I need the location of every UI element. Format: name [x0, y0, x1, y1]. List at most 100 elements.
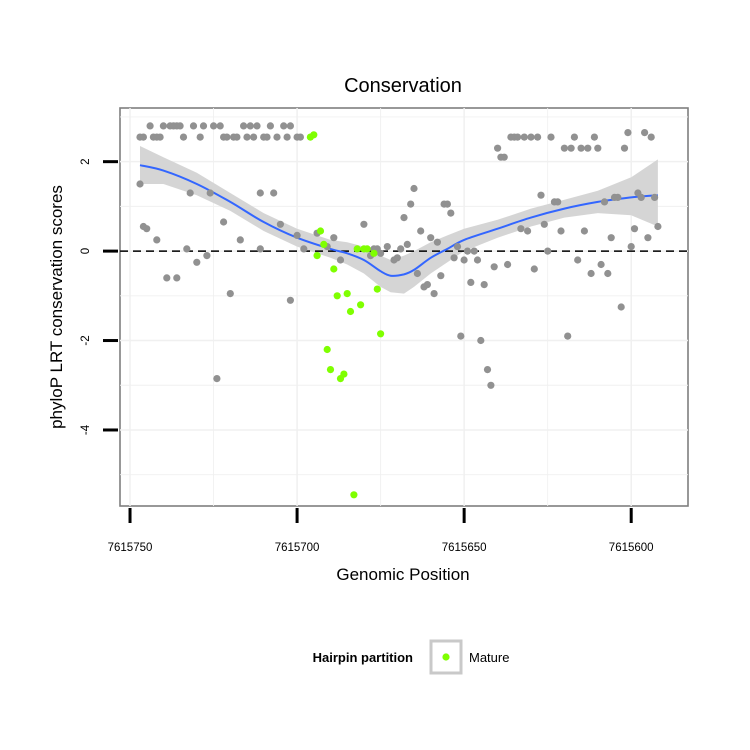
data-point-other: [163, 274, 171, 282]
data-point-mature: [323, 345, 331, 354]
data-point-other: [256, 245, 264, 253]
data-point-other: [139, 133, 147, 141]
data-point-other: [537, 191, 545, 199]
data-point-other: [276, 220, 284, 228]
data-point-other: [253, 122, 261, 130]
data-point-other: [336, 256, 345, 264]
data-point-other: [203, 252, 211, 260]
data-point-other: [570, 133, 579, 141]
data-point-other: [179, 133, 188, 141]
data-point-other: [216, 122, 224, 130]
y-tick-label: -2: [80, 335, 92, 345]
data-point-other: [607, 234, 615, 242]
data-point-other: [500, 153, 508, 161]
data-point-other: [584, 144, 592, 152]
chart-title: Conservation: [344, 75, 462, 97]
data-point-other: [647, 133, 655, 141]
confidence-band-area: [140, 146, 658, 294]
data-point-other: [554, 198, 562, 206]
data-point-other: [173, 274, 181, 282]
data-point-other: [263, 133, 271, 141]
data-point-other: [266, 122, 274, 130]
data-point-other: [156, 133, 164, 141]
data-point-other: [213, 375, 221, 383]
data-points: [136, 122, 662, 499]
legend-key-mature-dot: [442, 653, 450, 661]
data-point-other: [594, 144, 602, 152]
data-point-mature: [313, 252, 321, 260]
data-point-other: [644, 234, 652, 242]
data-point-other: [250, 133, 258, 141]
data-point-mature: [326, 366, 335, 374]
data-point-other: [256, 189, 264, 197]
data-point-other: [557, 227, 565, 235]
data-point-other: [600, 198, 609, 206]
data-point-other: [330, 234, 338, 242]
data-point-other: [637, 193, 645, 201]
data-point-other: [534, 133, 542, 141]
data-point-other: [580, 227, 589, 235]
data-point-other: [377, 249, 385, 257]
data-point-other: [280, 122, 288, 130]
data-point-other: [417, 227, 425, 235]
data-point-other: [437, 272, 445, 280]
data-point-other: [520, 133, 528, 141]
data-point-other: [383, 243, 391, 251]
data-point-other: [210, 122, 218, 130]
data-point-other: [226, 290, 234, 298]
data-point-other: [457, 332, 465, 340]
data-point-other: [487, 381, 495, 389]
data-point-mature: [343, 290, 351, 298]
data-point-other: [400, 214, 408, 222]
data-point-other: [641, 129, 649, 137]
data-point-other: [530, 265, 538, 273]
data-point-other: [189, 122, 198, 130]
data-point-other: [624, 129, 632, 137]
data-point-other: [564, 332, 572, 340]
data-point-other: [199, 122, 208, 130]
data-point-mature: [320, 240, 328, 248]
data-point-other: [524, 227, 532, 235]
data-point-other: [146, 122, 154, 130]
data-point-mature: [333, 292, 341, 300]
legend: Hairpin partition Mature: [313, 639, 509, 675]
data-point-other: [286, 122, 294, 130]
data-point-mature: [340, 370, 348, 378]
data-point-other: [296, 133, 304, 141]
data-point-other: [467, 278, 475, 286]
data-point-other: [273, 133, 281, 141]
data-point-mature: [377, 330, 385, 338]
data-point-other: [223, 133, 231, 141]
data-point-other: [490, 263, 498, 271]
smooth-trend-line: [139, 164, 658, 277]
data-point-other: [159, 122, 167, 130]
data-point-other: [143, 225, 151, 233]
data-point-other: [604, 269, 612, 278]
y-tick-label: -4: [80, 424, 92, 435]
data-point-mature: [363, 245, 371, 253]
data-point-other: [597, 260, 605, 269]
data-point-other: [430, 290, 438, 298]
data-point-other: [587, 269, 595, 278]
data-point-other: [617, 303, 625, 311]
data-point-other: [293, 231, 301, 239]
data-point-mature: [373, 285, 381, 293]
data-point-other: [393, 254, 401, 262]
legend-title: Hairpin partition: [313, 650, 413, 665]
x-tick-label: 7615650: [442, 542, 487, 554]
data-point-other: [193, 258, 201, 266]
data-point-other: [477, 336, 485, 345]
y-axis: 2 0 -2 -4: [80, 158, 118, 435]
legend-label-mature: Mature: [469, 650, 509, 665]
data-point-other: [413, 269, 421, 278]
x-tick-label: 7615600: [609, 542, 654, 554]
data-point-mature: [310, 131, 318, 139]
data-point-other: [240, 122, 248, 130]
data-point-other: [630, 225, 639, 233]
data-point-other: [233, 133, 241, 141]
data-point-other: [196, 133, 204, 141]
data-point-other: [614, 193, 622, 201]
x-axis-title: Genomic Position: [336, 565, 469, 584]
data-point-other: [433, 238, 441, 246]
